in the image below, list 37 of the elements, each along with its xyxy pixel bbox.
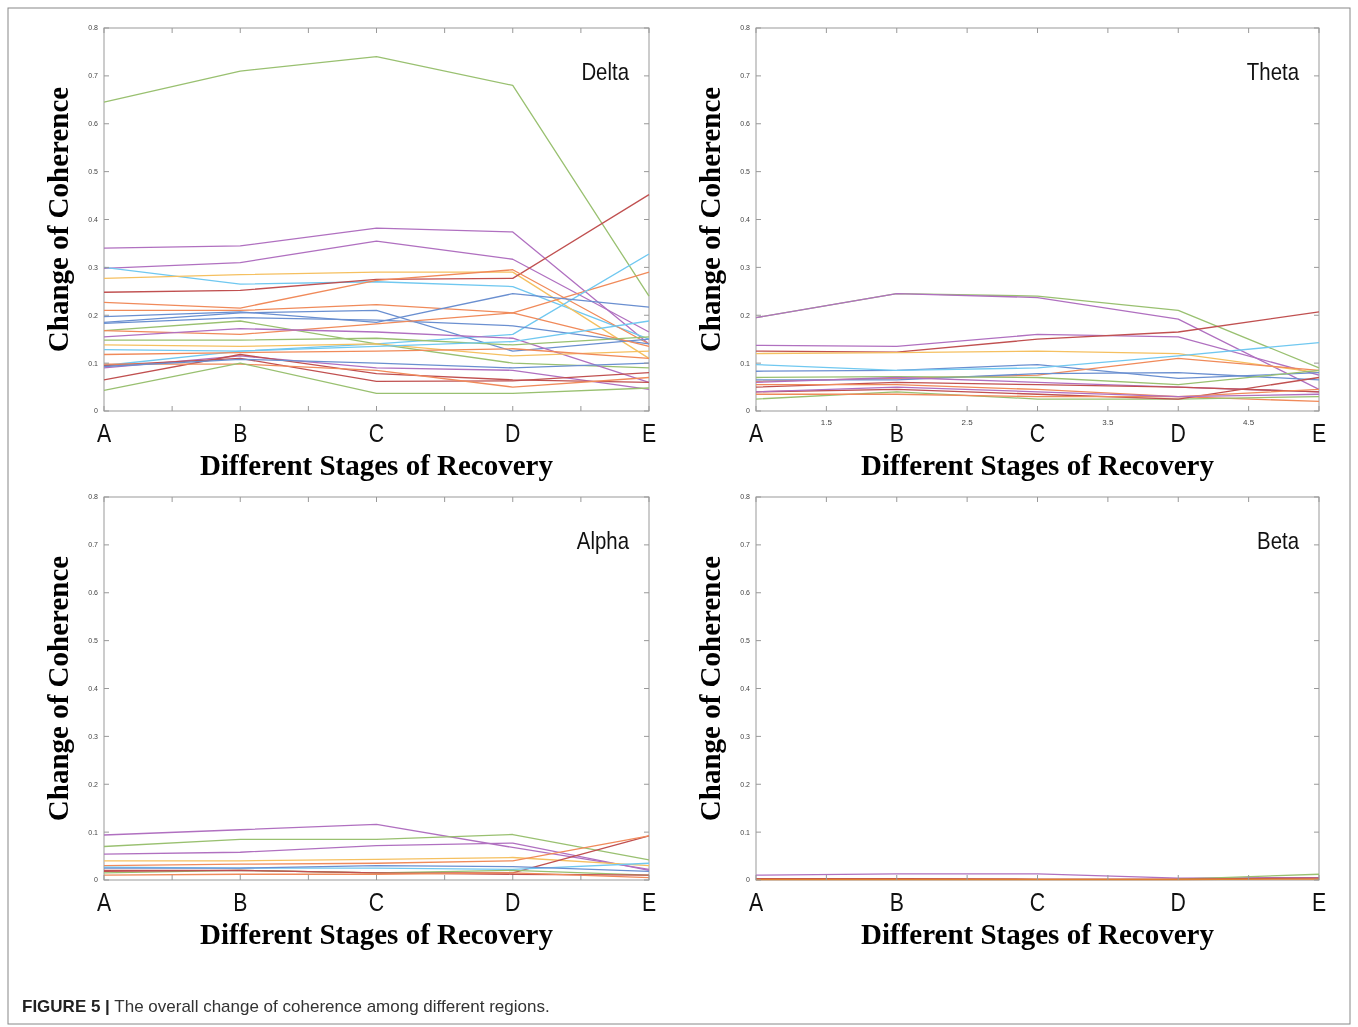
x-axis-title: Different Stages of Recovery xyxy=(861,918,1215,950)
text: 1.5 xyxy=(820,418,833,427)
text: Delta xyxy=(581,58,630,86)
text: Alpha xyxy=(576,527,630,555)
x-tick-label: D xyxy=(505,888,521,917)
x-tick-label: B xyxy=(233,888,248,917)
x-tick-label: C xyxy=(368,888,385,917)
x-tick-label: C xyxy=(1029,419,1046,448)
y-axis-title: Change of Coherence xyxy=(694,86,726,353)
x-tick-label: B xyxy=(889,888,904,917)
x-tick-label: A xyxy=(96,888,112,917)
text: 4.5 xyxy=(1243,418,1255,427)
x-tick-label: D xyxy=(1170,888,1186,917)
y-axis-title: Change of Coherence xyxy=(694,555,726,822)
y-axis-title: Change of Coherence xyxy=(42,555,74,822)
x-axis-title: Different Stages of Recovery xyxy=(861,449,1215,481)
x-tick-label: D xyxy=(1170,419,1186,448)
x-tick-label: E xyxy=(1311,888,1327,917)
x-tick-label: C xyxy=(1029,888,1046,917)
x-tick-label: A xyxy=(96,419,112,448)
text: Beta xyxy=(1257,527,1300,555)
x-tick-label: E xyxy=(641,419,657,448)
x-axis-title: Different Stages of Recovery xyxy=(200,918,554,950)
x-tick-label: D xyxy=(505,419,521,448)
y-axis-title: Change of Coherence xyxy=(42,86,74,353)
x-tick-label: A xyxy=(748,888,764,917)
x-tick-label: C xyxy=(368,419,385,448)
text: 3.5 xyxy=(1102,418,1114,427)
text: 2.5 xyxy=(961,418,974,427)
caption: FIGURE 5 | The overall change of coherence among different regions. xyxy=(22,997,550,1016)
x-tick-label: E xyxy=(1311,419,1327,448)
x-tick-label: A xyxy=(748,419,764,448)
x-tick-label: E xyxy=(641,888,657,917)
text: Theta xyxy=(1246,58,1300,86)
x-tick-label: B xyxy=(233,419,248,448)
x-axis-title: Different Stages of Recovery xyxy=(200,449,554,481)
x-tick-label: B xyxy=(889,419,904,448)
